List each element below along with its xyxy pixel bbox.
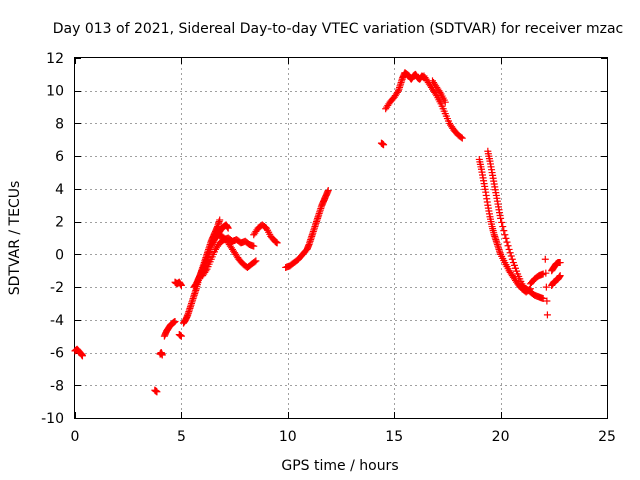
data-point xyxy=(458,134,466,142)
x-tick-label: 5 xyxy=(177,429,186,445)
y-tick-label: 8 xyxy=(55,116,64,132)
data-point xyxy=(177,332,185,340)
data-point xyxy=(177,281,185,289)
data-point xyxy=(251,258,259,266)
data-point xyxy=(324,187,332,195)
series-seg20 xyxy=(522,285,547,303)
data-point xyxy=(505,245,513,253)
series-seg15 xyxy=(420,72,466,142)
series-seg2 xyxy=(151,386,161,396)
y-tick-label: 4 xyxy=(55,182,64,198)
data-point xyxy=(556,259,564,267)
data-point xyxy=(541,255,549,263)
data-point xyxy=(436,88,444,96)
y-tick-label: -8 xyxy=(50,378,64,394)
series-seg21 xyxy=(541,255,551,319)
data-point xyxy=(78,352,86,360)
x-axis-label: GPS time / hours xyxy=(281,458,398,474)
series-seg19 xyxy=(526,270,547,288)
data-point xyxy=(252,257,260,265)
data-point xyxy=(502,234,510,242)
data-point xyxy=(171,317,179,325)
data-point xyxy=(216,216,224,224)
series-seg12 xyxy=(282,187,332,271)
series-seg13 xyxy=(377,139,388,149)
y-tick-label: 0 xyxy=(55,247,64,263)
series-seg10 xyxy=(214,231,260,271)
data-point xyxy=(543,297,551,305)
y-tick-label: 10 xyxy=(46,84,64,100)
y-tick-label: -6 xyxy=(50,346,64,362)
series-seg22 xyxy=(548,259,564,275)
y-tick-label: 2 xyxy=(55,215,64,231)
data-point xyxy=(556,272,564,280)
series-seg5 xyxy=(171,278,185,289)
x-tick-label: 10 xyxy=(279,429,297,445)
series-seg4 xyxy=(160,317,179,340)
x-tick-label: 25 xyxy=(598,429,616,445)
data-point xyxy=(497,214,505,222)
data-point xyxy=(501,231,509,239)
y-tick-label: -10 xyxy=(41,411,64,427)
x-tick-label: 15 xyxy=(385,429,403,445)
data-point xyxy=(250,242,258,250)
data-point xyxy=(542,269,550,277)
series-seg14 xyxy=(382,69,428,113)
data-point xyxy=(542,283,550,291)
grid-lines xyxy=(75,58,607,418)
series-seg18 xyxy=(484,147,530,294)
axis-ticks xyxy=(75,58,608,419)
data-point xyxy=(499,223,507,231)
series-seg11 xyxy=(250,221,281,247)
data-point xyxy=(498,218,506,226)
data-point xyxy=(507,252,515,260)
series-seg3 xyxy=(156,349,166,359)
y-tick-label: -2 xyxy=(50,280,64,296)
data-point xyxy=(500,227,508,235)
data-point xyxy=(539,295,547,303)
data-point xyxy=(441,98,449,106)
data-point xyxy=(457,133,465,141)
data-point xyxy=(506,249,514,257)
y-tick-label: 6 xyxy=(55,149,64,165)
data-point xyxy=(508,255,516,263)
series-seg6 xyxy=(175,331,185,340)
chart-title: Day 013 of 2021, Sidereal Day-to-day VTE… xyxy=(53,21,623,37)
data-point xyxy=(393,88,401,96)
data-point xyxy=(153,388,161,396)
tick-labels: 0 5 10 15 20 25 -10 -8 -6 -4 -2 0 2 4 6 8 10 12 xyxy=(41,51,616,445)
series-seg16 xyxy=(429,77,449,106)
x-tick-label: 0 xyxy=(71,429,80,445)
data-point xyxy=(224,224,232,232)
y-tick-label: -4 xyxy=(50,313,64,329)
series-seg17 xyxy=(475,155,534,296)
series-seg1 xyxy=(71,345,86,360)
x-tick-label: 20 xyxy=(492,429,510,445)
data-point xyxy=(158,351,166,359)
data-point xyxy=(202,267,210,275)
data-points xyxy=(71,69,564,396)
plot-frame xyxy=(74,57,608,419)
y-axis-label: SDTVAR / TECUs xyxy=(7,181,23,296)
data-point xyxy=(503,238,511,246)
data-point xyxy=(380,141,388,149)
data-point xyxy=(273,239,281,247)
y-tick-label: 12 xyxy=(46,51,64,67)
data-point xyxy=(543,311,551,319)
data-point xyxy=(504,242,512,250)
series-seg23 xyxy=(548,272,564,289)
